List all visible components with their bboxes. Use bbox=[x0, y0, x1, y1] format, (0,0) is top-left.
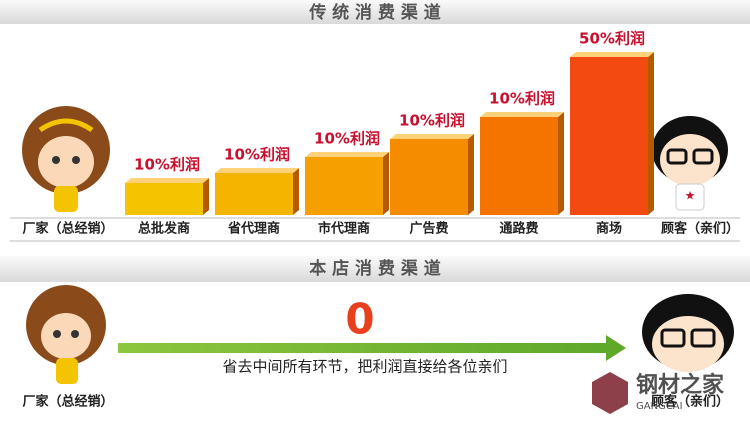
caption: 省去中间所有环节，把利润直接给各位亲们 bbox=[222, 358, 507, 376]
bar-side bbox=[468, 134, 474, 215]
bar bbox=[215, 173, 293, 215]
profit-label: 50%利润 bbox=[579, 30, 645, 48]
arrow-head bbox=[606, 335, 626, 361]
bar bbox=[305, 157, 383, 215]
profit-label: 10%利润 bbox=[134, 156, 200, 174]
profit-label: 10%利润 bbox=[399, 112, 465, 130]
bar-side bbox=[293, 168, 299, 215]
customer-figure: ★ bbox=[652, 116, 728, 211]
zero-label: 0 bbox=[345, 295, 374, 344]
bar bbox=[480, 117, 558, 215]
svg-text:★: ★ bbox=[685, 189, 696, 203]
customer-figure bbox=[642, 294, 734, 372]
profit-label: 10%利润 bbox=[489, 90, 555, 108]
stage-label: 省代理商 bbox=[227, 221, 280, 237]
bar bbox=[570, 57, 648, 215]
customer-label: 顾客（亲们） bbox=[651, 394, 729, 410]
maker-figure bbox=[26, 285, 106, 384]
bar-side bbox=[203, 178, 209, 215]
bar-top bbox=[305, 152, 389, 157]
stage-label: 广告费 bbox=[409, 221, 448, 237]
bar-top bbox=[215, 168, 299, 173]
stage-label: 总批发商 bbox=[138, 221, 190, 237]
watermark-sub: GANGCAI bbox=[636, 401, 683, 412]
bar-side bbox=[558, 112, 564, 215]
maker-label: 厂家（总经销） bbox=[22, 221, 113, 237]
section-title: 本 店 消 费 渠 道 bbox=[309, 258, 441, 279]
bar bbox=[390, 139, 468, 215]
bar-top bbox=[570, 52, 654, 57]
maker-figure bbox=[22, 106, 110, 212]
bar-top bbox=[125, 178, 209, 183]
bar-side bbox=[383, 152, 389, 215]
stage-label: 市代理商 bbox=[318, 221, 370, 237]
header-band bbox=[0, 0, 750, 24]
bar-side bbox=[648, 52, 654, 215]
stage-label: 通路费 bbox=[499, 221, 538, 237]
bar bbox=[125, 183, 203, 215]
section-title: 传 统 消 费 渠 道 bbox=[308, 2, 441, 23]
arrow-shaft bbox=[118, 343, 608, 353]
customer-label: 顾客（亲们） bbox=[661, 221, 739, 237]
watermark-name: 钢材之家 bbox=[636, 372, 725, 398]
stage-label: 商场 bbox=[596, 221, 622, 237]
profit-label: 10%利润 bbox=[314, 130, 380, 148]
watermark: 钢材之家 GANGCAI bbox=[592, 372, 725, 414]
maker-label: 厂家（总经销） bbox=[22, 394, 113, 410]
bar-top bbox=[390, 134, 474, 139]
profit-label: 10%利润 bbox=[224, 146, 290, 164]
header-band bbox=[0, 256, 750, 282]
bar-top bbox=[480, 112, 564, 117]
